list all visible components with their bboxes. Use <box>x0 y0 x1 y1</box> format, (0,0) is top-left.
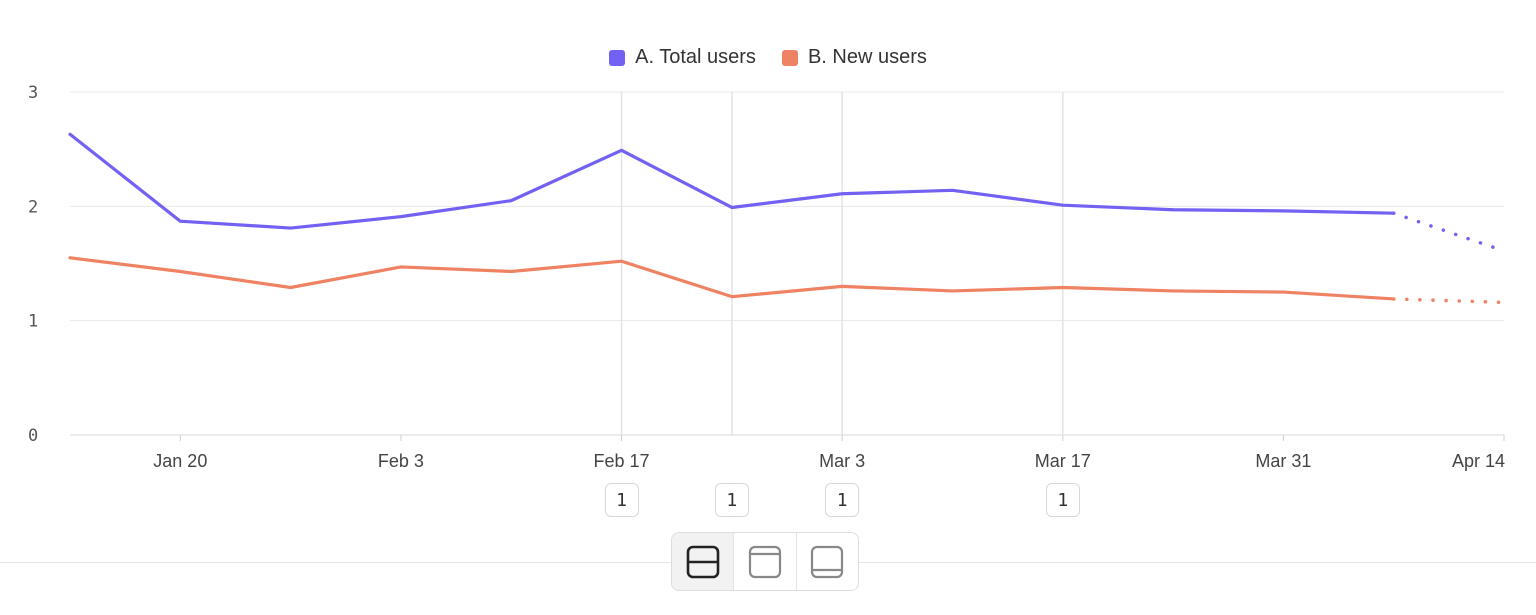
x-tick-label: Mar 3 <box>819 451 865 471</box>
split-horizontal-icon <box>686 545 719 578</box>
series-line-new-users <box>68 256 1396 301</box>
chart-legend: A. Total users B. New users <box>0 46 1536 69</box>
legend-item-total-users[interactable]: A. Total users <box>609 46 756 69</box>
series-projection-new-users <box>1391 297 1506 305</box>
annotation-badge[interactable]: 1 <box>1045 483 1080 517</box>
layout-top-button[interactable] <box>734 533 797 590</box>
annotation-badge[interactable]: 1 <box>604 483 639 517</box>
x-tick-label: Feb 3 <box>378 451 424 471</box>
x-tick-label: Jan 20 <box>153 451 207 471</box>
legend-swatch-new-users <box>781 49 798 66</box>
x-tick-label: Apr 14 <box>1452 451 1505 471</box>
x-tick-label: Mar 31 <box>1255 451 1311 471</box>
layout-toggle-group <box>671 532 859 591</box>
y-tick-label: 2 <box>28 197 38 217</box>
legend-label-total-users: A. Total users <box>635 46 756 68</box>
legend-swatch-total-users <box>609 49 626 66</box>
layout-split-button[interactable] <box>672 533 735 590</box>
legend-item-new-users[interactable]: B. New users <box>781 46 927 69</box>
legend-label-new-users: B. New users <box>807 46 927 68</box>
line-chart: 0 1 2 3 Jan 20 Feb 3 Feb 17 Mar 3 Mar 17 Mar 31 Ap… <box>28 83 1506 471</box>
annotation-badge[interactable]: 1 <box>825 483 860 517</box>
panel-top-icon <box>748 545 782 578</box>
series-line-total-users <box>68 132 1396 230</box>
y-tick-label: 3 <box>28 83 38 103</box>
y-tick-label: 1 <box>28 312 38 332</box>
panel-bottom-icon <box>811 545 844 578</box>
series-projection-total-users <box>1391 211 1506 253</box>
x-tick-label: Feb 17 <box>594 451 650 471</box>
layout-bottom-button[interactable] <box>797 533 858 590</box>
annotation-badge[interactable]: 1 <box>714 483 749 517</box>
y-tick-label: 0 <box>28 426 38 446</box>
x-tick-label: Mar 17 <box>1035 451 1091 471</box>
